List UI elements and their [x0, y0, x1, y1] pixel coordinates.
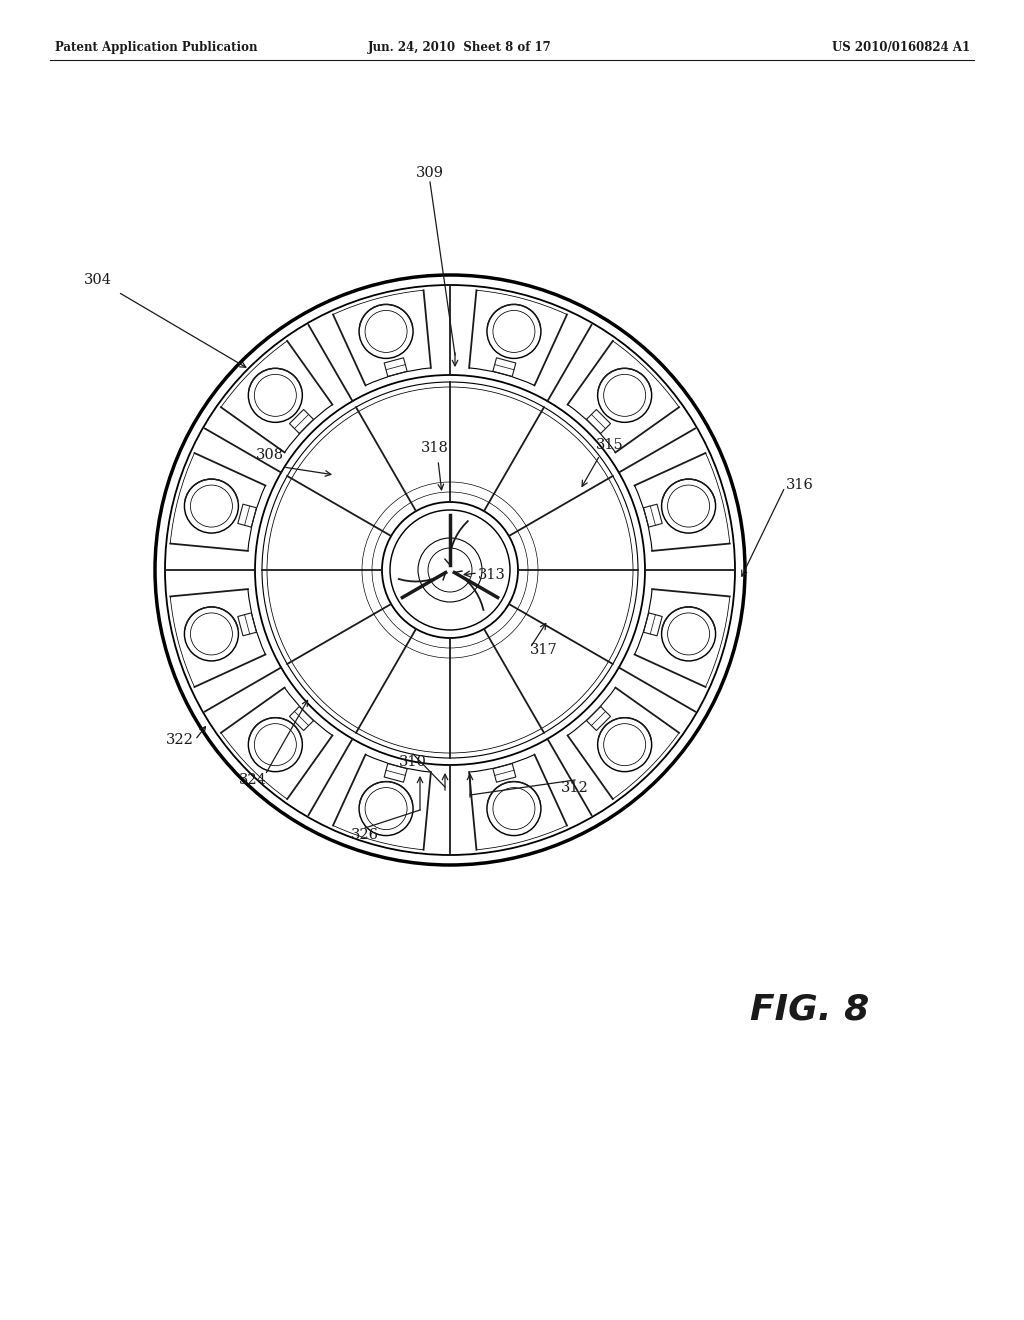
Text: 324: 324 [239, 774, 267, 787]
Text: 318: 318 [421, 441, 449, 455]
Text: 304: 304 [84, 273, 112, 286]
Text: 316: 316 [786, 478, 814, 492]
Text: 308: 308 [256, 447, 284, 462]
Text: Patent Application Publication: Patent Application Publication [55, 41, 257, 54]
Text: 313: 313 [478, 568, 506, 582]
Text: 315: 315 [596, 438, 624, 451]
Text: 310: 310 [399, 755, 427, 770]
Text: FIG. 8: FIG. 8 [751, 993, 869, 1027]
Text: 312: 312 [561, 781, 589, 795]
Text: 317: 317 [530, 643, 558, 657]
Text: 309: 309 [416, 166, 444, 180]
Text: US 2010/0160824 A1: US 2010/0160824 A1 [831, 41, 970, 54]
Text: Jun. 24, 2010  Sheet 8 of 17: Jun. 24, 2010 Sheet 8 of 17 [368, 41, 552, 54]
Text: 326: 326 [351, 828, 379, 842]
Text: 322: 322 [166, 733, 194, 747]
